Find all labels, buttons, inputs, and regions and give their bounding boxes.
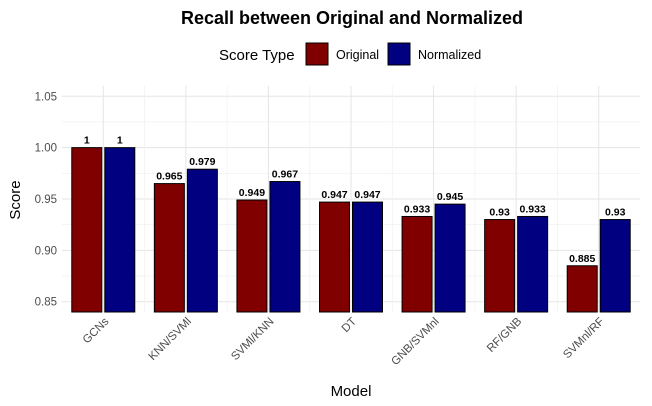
data-label-normalized-4: 0.945 [437,191,463,203]
x-tick-label: GCNs [81,315,112,346]
y-tick-label: 0.95 [35,194,57,206]
bar-original-2 [236,199,268,313]
chart-title: Recall between Original and Normalized [181,8,523,28]
data-label-original-3: 0.947 [321,189,347,201]
legend: Score Type Original Normalized [219,42,481,66]
x-tick-label: DT [340,316,359,335]
x-tick-label: SVMnl/RF [561,316,607,362]
data-label-normalized-2: 0.967 [272,169,298,181]
data-label-original-1: 0.965 [156,171,182,183]
x-axis-title: Model [331,383,372,400]
x-axis-ticks: GCNs KNN/SVMl SVMl/KNN DT GNB/SVMnl RF/GNB SVM… [81,315,607,368]
x-tick-label: SVMl/KNN [229,316,276,363]
data-label-original-2: 0.949 [239,187,265,199]
legend-swatch-normalized [387,42,411,66]
bar-original-5 [484,219,516,313]
data-label-original-5: 0.93 [489,207,510,219]
data-label-normalized-1: 0.979 [189,156,215,168]
bar-original-0 [71,147,103,313]
bars [71,147,631,313]
data-labels: 1 1 0.965 0.979 0.949 0.967 0.947 0.947 0.933 0.9… [84,135,626,265]
grid [62,86,640,312]
y-tick-label: 1.05 [35,91,57,103]
data-label-normalized-6: 0.93 [605,207,626,219]
data-label-original-0: 1 [84,135,90,147]
data-label-normalized-3: 0.947 [354,189,380,201]
y-axis-ticks: 0.85 0.90 0.95 1.00 1.05 [35,91,57,308]
legend-label-normalized: Normalized [418,48,481,62]
legend-title: Score Type [219,47,295,64]
data-label-normalized-5: 0.933 [520,203,546,215]
x-tick-label: KNN/SVMl [147,316,194,363]
legend-label-original: Original [336,48,379,62]
bar-original-6 [566,265,598,313]
x-tick-label: GNB/SVMnl [389,316,441,368]
data-label-normalized-0: 1 [117,135,123,147]
data-label-original-6: 0.885 [569,253,595,265]
bar-normalized-6 [599,219,631,313]
bar-normalized-2 [269,181,301,313]
bar-normalized-0 [104,147,136,313]
y-tick-label: 0.85 [35,297,57,309]
x-tick-label: RF/GNB [485,315,524,354]
bar-original-3 [319,201,350,313]
data-label-original-4: 0.933 [404,203,430,215]
y-axis-title: Score [7,180,24,219]
bar-normalized-5 [517,215,549,313]
bar-original-1 [153,183,185,313]
legend-swatch-original [305,42,329,66]
bar-original-4 [401,215,433,313]
bar-normalized-3 [352,201,383,313]
bar-normalized-1 [186,168,218,313]
y-tick-label: 1.00 [35,143,57,155]
y-tick-label: 0.90 [35,245,57,257]
bar-normalized-4 [434,203,466,313]
